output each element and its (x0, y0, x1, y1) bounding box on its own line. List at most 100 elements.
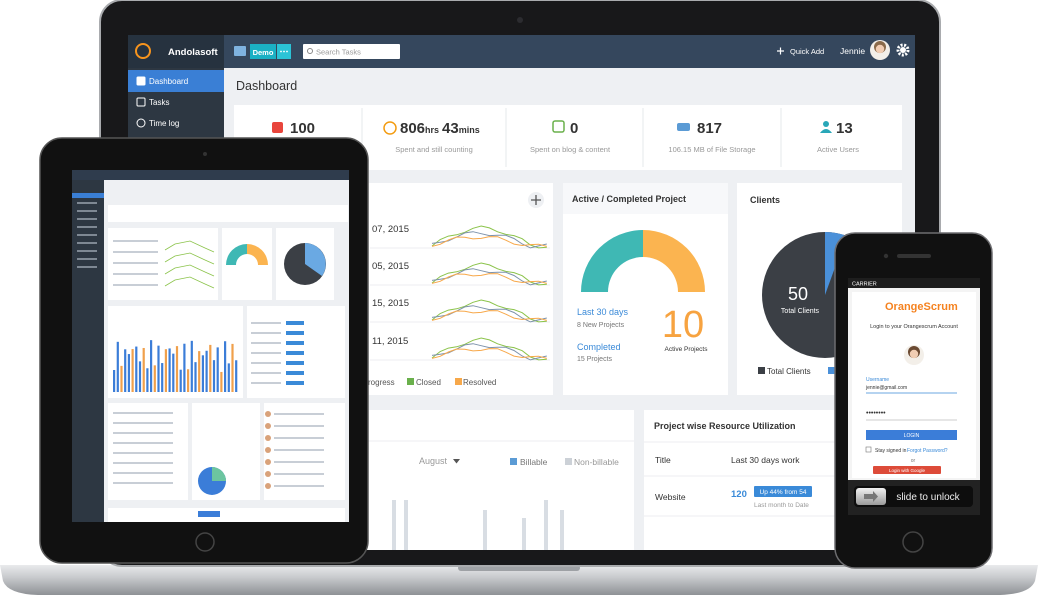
tablet-bar (216, 347, 219, 392)
settings-gear-hub (900, 47, 906, 53)
stat-icon (552, 120, 565, 133)
legend-swatch (407, 378, 414, 385)
laptop-base (0, 565, 1038, 595)
sidebar-item[interactable]: Tasks (149, 98, 169, 107)
quick-add[interactable]: Quick Add (790, 47, 824, 56)
settings-gear (896, 43, 910, 57)
tablet-stats (108, 205, 348, 222)
trend-line (431, 310, 547, 321)
donut-active (581, 230, 643, 292)
project-sub: 15 Projects (577, 356, 613, 363)
tablet-pie-slice (305, 243, 326, 276)
google-button-label[interactable]: Login with Google (889, 468, 926, 473)
tablet-row (113, 482, 173, 484)
change-badge (754, 486, 812, 497)
tablet-sidebar-item (77, 226, 97, 228)
tablet-card (108, 403, 188, 500)
project-label: Last 30 days (577, 307, 629, 317)
login-heading: Login to your Orangescrum Account (870, 324, 958, 330)
sidebar-icon (136, 118, 146, 128)
tablet-bar (138, 361, 142, 392)
forgot-password[interactable]: Forgot Password? (907, 448, 948, 454)
demo-button[interactable] (250, 44, 276, 59)
tablet-row (251, 352, 281, 354)
sidebar-active (128, 70, 224, 92)
login-panel (852, 292, 976, 478)
tablet-bar (131, 349, 134, 392)
tablet-bar (205, 350, 208, 392)
tablet-bar (168, 348, 171, 392)
timelog-month: August (419, 456, 448, 466)
tablet-donut (247, 244, 268, 265)
tablet-bar (220, 371, 223, 392)
tablet-row (113, 422, 173, 424)
clients-legend: Total Clients (767, 367, 811, 376)
trend-line (431, 348, 547, 359)
tablet-avatar (265, 471, 271, 477)
trend-line (431, 299, 547, 323)
trend-line (431, 262, 547, 286)
trend-line (431, 343, 547, 361)
tablet-bar (194, 362, 197, 392)
clients-total-label: Total Clients (781, 308, 820, 315)
tablet-card (264, 403, 345, 500)
timelog-legend: Non-billable (574, 457, 619, 467)
user-face (875, 44, 885, 54)
google-button[interactable] (873, 466, 941, 474)
stat-icon (820, 129, 832, 133)
project-label: Completed (577, 342, 621, 352)
login-button[interactable] (866, 430, 957, 440)
tablet-row (113, 251, 158, 253)
timelog-bar (404, 500, 408, 550)
tablet-chip (286, 341, 304, 345)
trend-line (431, 231, 547, 249)
tablet-camera (203, 152, 207, 156)
tablet-pie-slice (212, 467, 226, 481)
trend-legend: rogress (368, 378, 395, 387)
phone-home (902, 531, 924, 553)
quick-add-plus (777, 47, 784, 55)
page-title: Dashboard (236, 79, 297, 93)
stay-signed-label: Stay signed in (875, 448, 907, 454)
trend-line (431, 236, 547, 247)
search-box[interactable] (303, 44, 400, 59)
stat-icon (272, 122, 283, 133)
stat-caption: 106.15 MB of File Storage (668, 145, 755, 154)
tablet-spark (164, 264, 215, 277)
tablet-chip (286, 361, 304, 365)
tablet-sidebar (72, 180, 104, 522)
tablet-row (251, 372, 281, 374)
tablet-row (251, 382, 281, 384)
tablet-bar (209, 344, 212, 392)
stat-value: 817 (697, 120, 722, 137)
tablet-avatar (265, 411, 271, 417)
more-dot (286, 50, 288, 53)
tablet-bar (124, 349, 127, 392)
tablet-spark (164, 276, 215, 289)
legend-swatch (510, 458, 517, 465)
tablet-bar (116, 341, 119, 392)
tablet-row (274, 425, 324, 427)
sidebar-item[interactable]: Dashboard (149, 77, 188, 86)
stay-signed-checkbox[interactable] (865, 446, 872, 453)
login-button-label[interactable]: LOGIN (904, 433, 920, 439)
tablet-bar (135, 346, 138, 392)
sidebar-item[interactable]: Time log (149, 119, 179, 128)
phone-camera (883, 253, 889, 259)
sidebar-icon (136, 97, 146, 107)
tablet-row (113, 412, 173, 414)
username-value: jennie@gmail.com (865, 385, 907, 391)
tablet-bar (190, 340, 193, 392)
user-name: Jennie (840, 46, 865, 56)
tablet-bar (150, 340, 153, 392)
or-label: or (911, 458, 916, 464)
tablet-sidebar-active (72, 193, 104, 198)
stat-value: 0 (570, 120, 578, 137)
timelog-bar (522, 518, 526, 550)
status-bar (848, 278, 980, 288)
tablet-chip (286, 331, 304, 335)
legend-swatch (758, 367, 765, 374)
tablet-bar (127, 354, 130, 392)
stat-icon (383, 121, 397, 135)
phone-logo: OrangeScrum (885, 301, 958, 313)
